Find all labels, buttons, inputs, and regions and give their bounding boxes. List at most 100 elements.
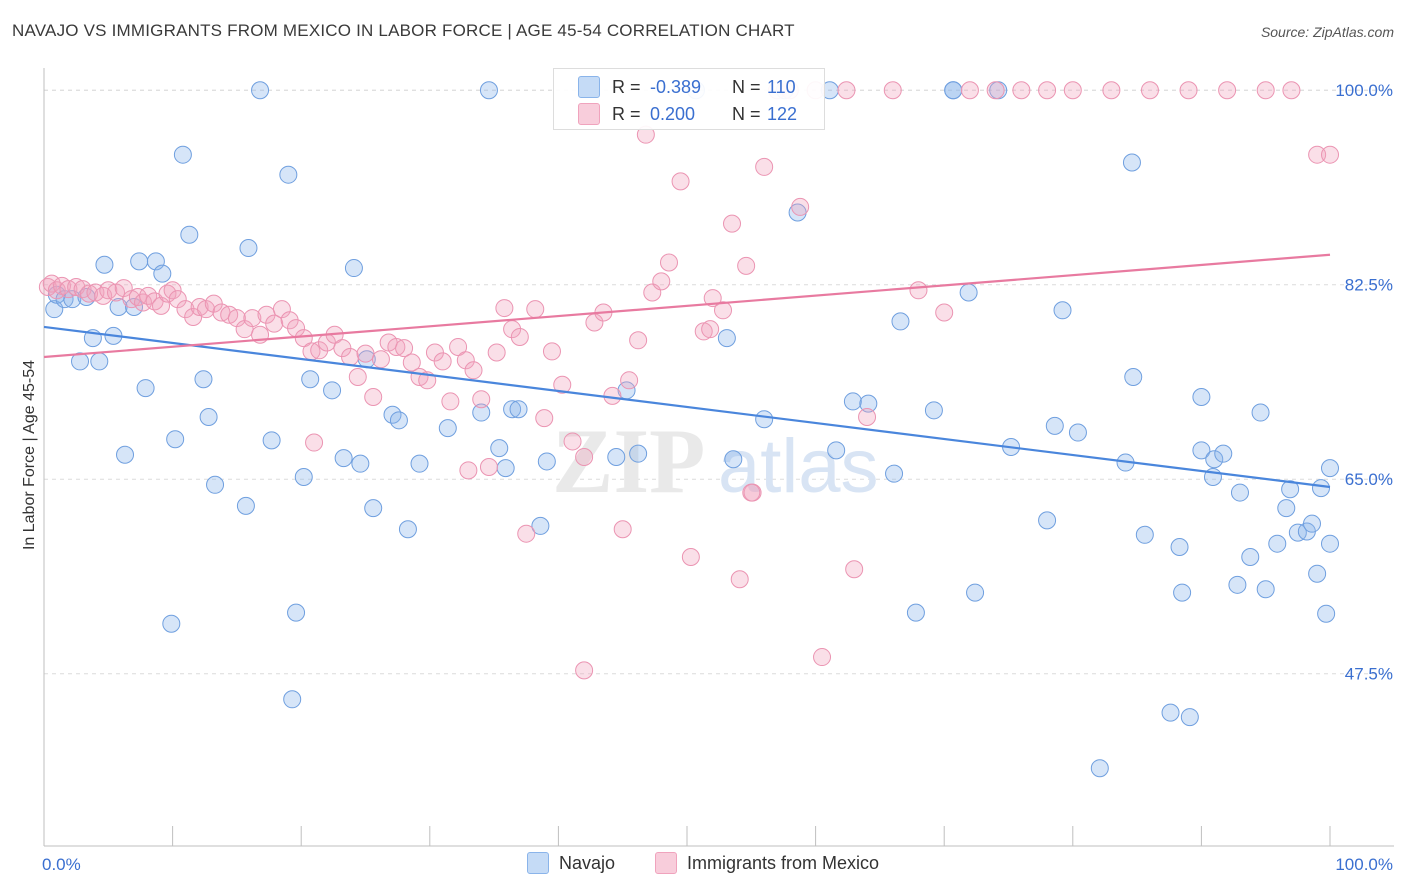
legend: Navajo Immigrants from Mexico: [0, 852, 1406, 874]
mexico-point: [858, 407, 877, 426]
mexico-point: [1256, 81, 1275, 100]
navajo-point: [1308, 564, 1327, 583]
chart-title: NAVAJO VS IMMIGRANTS FROM MEXICO IN LABO…: [12, 21, 795, 40]
navajo-point: [859, 394, 878, 413]
navajo-point: [1161, 703, 1180, 722]
navajo-point: [71, 352, 90, 371]
mexico-point: [265, 314, 284, 333]
navajo-point: [1205, 450, 1224, 469]
mexico-point: [837, 81, 856, 100]
mexico-point: [364, 387, 383, 406]
navajo-point: [279, 165, 298, 184]
navajo-point: [180, 225, 199, 244]
mexico-point: [495, 299, 514, 318]
y-tick-label: 100.0%: [1335, 81, 1393, 100]
navajo-points: [45, 81, 1339, 778]
mexico-point: [456, 351, 475, 370]
mexico-point: [341, 347, 360, 366]
mexico-point: [1308, 145, 1327, 164]
navajo-point: [262, 431, 281, 450]
navajo-point: [153, 264, 172, 283]
navajo-point: [966, 583, 985, 602]
navajo-point: [1302, 514, 1321, 533]
mexico-swatch: [578, 103, 600, 125]
navajo-point: [206, 475, 225, 494]
navajo-point: [1038, 511, 1057, 530]
mexico-point: [449, 337, 468, 356]
navajo-point: [364, 499, 383, 518]
navajo-point: [130, 252, 149, 271]
navajo-point: [287, 603, 306, 622]
navajo-point: [251, 81, 270, 100]
y-tick-labels: 47.5% 65.0% 82.5% 100.0%: [1335, 81, 1393, 684]
stat-row-mexico: R = 0.200 N = 122: [554, 101, 824, 127]
mexico-point: [701, 320, 720, 339]
mexico-point: [305, 433, 324, 452]
navajo-point: [301, 370, 320, 389]
navajo-point: [351, 454, 370, 473]
navajo-point: [194, 370, 213, 389]
mexico-point: [510, 327, 529, 346]
watermark-atlas: atlas: [718, 424, 879, 509]
y-tick-label: 65.0%: [1345, 470, 1393, 489]
navajo-point: [924, 401, 943, 420]
mexico-point: [433, 352, 452, 371]
n-value-navajo: 110: [767, 76, 796, 97]
navajo-point: [537, 452, 556, 471]
mexico-point: [563, 432, 582, 451]
mexico-point: [813, 648, 832, 667]
legend-item-mexico[interactable]: Immigrants from Mexico: [654, 852, 880, 874]
navajo-point: [843, 392, 862, 411]
navajo-point: [607, 448, 626, 466]
navajo-point: [334, 449, 353, 468]
navajo-swatch: [578, 76, 600, 98]
navajo-point: [1321, 534, 1339, 553]
mexico-point: [935, 303, 954, 322]
navajo-point: [398, 520, 417, 539]
navajo-point: [1124, 367, 1143, 386]
n-label: N =: [732, 103, 761, 124]
navajo-point: [885, 464, 904, 483]
mexico-point: [671, 172, 690, 191]
mexico-point: [1063, 81, 1082, 100]
navajo-point: [1053, 301, 1072, 320]
legend-swatch-navajo: [526, 852, 549, 874]
navajo-point: [503, 400, 522, 419]
mexico-point: [1102, 81, 1121, 100]
legend-item-navajo[interactable]: Navajo: [526, 852, 615, 874]
legend-swatch-mexico: [654, 852, 677, 874]
mexico-point: [730, 570, 749, 589]
legend-label-mexico: Immigrants from Mexico: [686, 852, 880, 873]
n-value-mexico: 122: [767, 103, 798, 124]
navajo-point: [479, 81, 498, 100]
navajo-point: [173, 145, 192, 164]
navajo-point: [1122, 153, 1141, 172]
mexico-point: [575, 661, 594, 680]
trend-lines: [43, 253, 1331, 489]
r-label: R =: [612, 103, 641, 124]
mexico-point: [1179, 81, 1198, 100]
y-axis-label: In Labor Force | Age 45-54: [21, 360, 38, 550]
mexico-point: [1038, 81, 1057, 100]
mexico-point: [487, 343, 506, 362]
navajo-trend-line: [43, 325, 1331, 489]
mexico-point: [168, 290, 187, 309]
mexico-point: [464, 361, 483, 380]
mexico-point: [158, 284, 177, 303]
n-label: N =: [732, 76, 761, 97]
mexico-point: [714, 301, 733, 320]
mexico-point: [517, 524, 536, 543]
mexico-point: [742, 483, 761, 502]
mexico-point: [703, 289, 722, 308]
mexico-point: [371, 350, 390, 369]
source-label[interactable]: Source: ZipAtlas.com: [1260, 24, 1394, 40]
navajo-point: [294, 468, 313, 487]
navajo-point: [136, 379, 155, 398]
legend-label-navajo: Navajo: [558, 852, 615, 873]
navajo-point: [344, 259, 363, 278]
mexico-point: [80, 284, 99, 303]
mexico-point: [176, 300, 195, 319]
mexico-point: [629, 331, 648, 350]
y-tick-label: 82.5%: [1345, 276, 1393, 295]
navajo-point: [509, 400, 528, 419]
